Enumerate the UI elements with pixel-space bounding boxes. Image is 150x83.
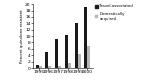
Bar xyxy=(87,46,90,68)
Bar xyxy=(55,39,58,68)
Bar xyxy=(84,7,87,68)
Bar xyxy=(36,65,39,68)
Bar xyxy=(75,23,78,68)
Bar xyxy=(48,66,51,68)
Bar xyxy=(45,52,48,68)
Bar xyxy=(58,66,61,68)
Legend: Travel-associated, Domestically
acquired: Travel-associated, Domestically acquired xyxy=(94,3,135,22)
Bar xyxy=(68,63,71,68)
Bar xyxy=(65,35,68,68)
Y-axis label: Percent quinolone resistant: Percent quinolone resistant xyxy=(20,9,24,63)
Bar xyxy=(39,66,42,68)
Bar xyxy=(78,54,81,68)
